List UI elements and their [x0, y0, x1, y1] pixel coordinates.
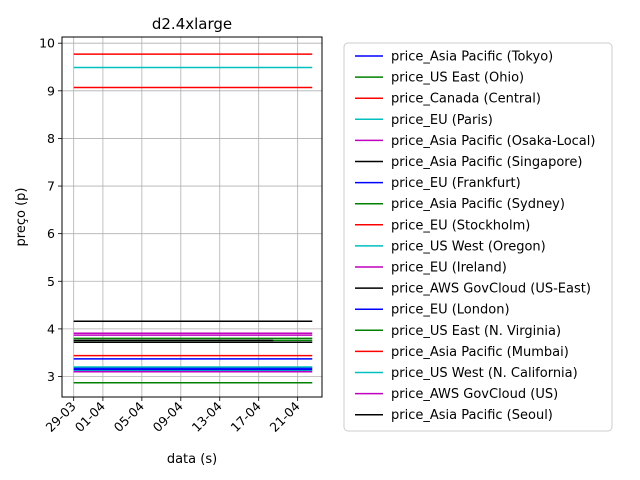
legend-entry: price_Asia Pacific (Osaka-Local) — [391, 134, 595, 149]
x-tick-label: 13-04 — [189, 398, 225, 434]
legend-entry: price_US West (N. California) — [391, 366, 578, 381]
legend-box — [343, 42, 613, 432]
legend-entry: price_Asia Pacific (Tokyo) — [391, 50, 553, 65]
legend: price_Asia Pacific (Tokyo) price_US East … — [343, 42, 613, 432]
legend-entry: price_EU (Ireland) — [391, 261, 507, 276]
x-tick-label: 17-04 — [228, 398, 264, 434]
chart-title: d2.4xlarge — [152, 15, 232, 33]
x-tick-label: 09-04 — [150, 398, 186, 434]
y-axis-label: preço (p) — [14, 188, 29, 247]
legend-entry: price_US West (Oregon) — [391, 239, 546, 254]
legend-entry: price_AWS GovCloud (US) — [391, 387, 558, 402]
series-lines — [73, 53, 313, 384]
x-tick-label: 29-03 — [43, 399, 79, 435]
legend-entry: price_EU (Paris) — [391, 113, 493, 128]
y-tick-label: 6 — [47, 226, 55, 241]
y-tick-label: 5 — [47, 274, 55, 289]
y-tick-label: 3 — [47, 369, 55, 384]
legend-entry: price_Asia Pacific (Singapore) — [391, 155, 582, 170]
y-tick-label: 10 — [39, 36, 55, 51]
legend-entry: price_Asia Pacific (Mumbai) — [391, 345, 569, 360]
x-axis-label: data (s) — [167, 452, 217, 467]
legend-entry: price_EU (Frankfurt) — [391, 176, 521, 191]
plot-frame — [61, 36, 323, 398]
legend-entry: price_EU (Stockholm) — [391, 218, 530, 233]
legend-entry: price_Canada (Central) — [391, 92, 541, 107]
x-tick-label: 01-04 — [72, 398, 108, 434]
y-tick-label: 4 — [47, 321, 55, 336]
legend-entry: price_Asia Pacific (Sydney) — [391, 197, 565, 212]
grid — [62, 37, 322, 397]
y-tick-label: 7 — [47, 179, 55, 194]
legend-entry: price_AWS GovCloud (US-East) — [391, 282, 591, 297]
legend-entry: price_US East (N. Virginia) — [391, 324, 561, 339]
legend-entry: price_Asia Pacific (Seoul) — [391, 408, 553, 423]
x-tick-label: 21-04 — [266, 398, 302, 434]
legend-entry: price_EU (London) — [391, 303, 510, 318]
legend-entry: price_US East (Ohio) — [391, 71, 524, 86]
y-tick-label: 8 — [47, 131, 55, 146]
y-tick-label: 9 — [47, 83, 55, 98]
x-tick-label: 05-04 — [111, 398, 147, 434]
